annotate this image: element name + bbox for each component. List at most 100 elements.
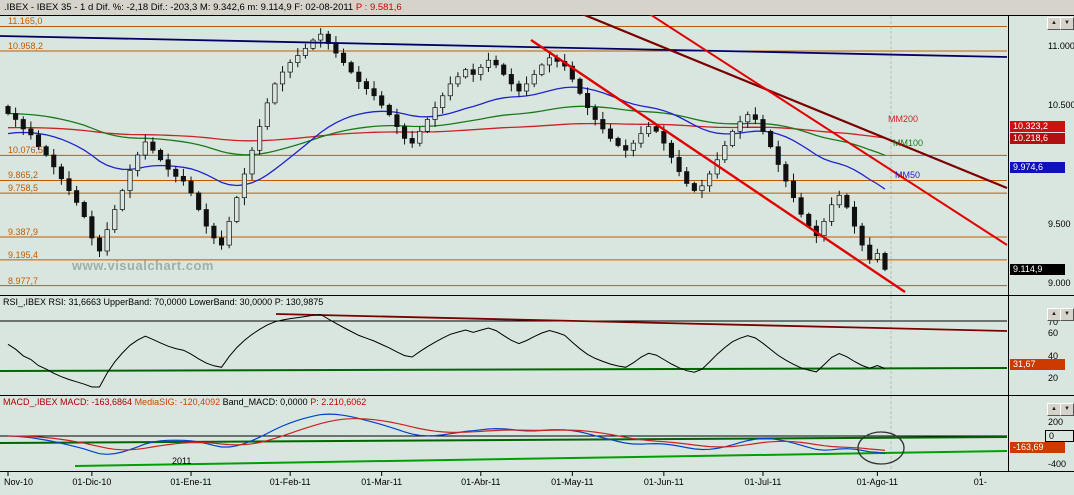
candle-body — [81, 202, 87, 217]
price-level-label: 9.195,4 — [8, 249, 39, 260]
candle-body — [676, 157, 682, 172]
candle-body — [51, 154, 57, 168]
candle-body — [737, 121, 743, 132]
candle-body — [821, 221, 827, 236]
candle-body — [508, 74, 514, 85]
candle-body — [257, 126, 263, 151]
candle-body — [851, 206, 858, 227]
scroll-up-button-rsi[interactable]: ▲ — [1047, 308, 1061, 321]
x-axis-label: 01-Ene-11 — [170, 477, 212, 487]
axis-tick-label: 70 — [1048, 317, 1059, 327]
scroll-up-button-main[interactable]: ▲ — [1047, 17, 1061, 30]
header-segment: P: 130,9875 — [274, 297, 324, 307]
candle-body — [58, 166, 64, 180]
candle-body — [348, 62, 354, 73]
header-segment: P: 2.210,6062 — [310, 397, 367, 407]
rsi-panel-header: RSI_,IBEX RSI: 31,6663 UpperBand: 70,000… — [3, 297, 323, 307]
candle-body — [241, 173, 247, 199]
x-axis-label: 01-Abr-11 — [461, 477, 501, 487]
watermark: www.visualchart.com — [72, 258, 214, 273]
candle-body — [180, 176, 186, 182]
candle-body — [836, 194, 842, 206]
macd-band-line — [0, 436, 1008, 444]
scroll-down-button-rsi[interactable]: ▼ — [1060, 308, 1074, 321]
axis-tick-label: 10.500 — [1048, 100, 1074, 111]
macd-signal-line — [7, 418, 886, 451]
candle-body — [165, 159, 171, 170]
axis-tick-label: 20 — [1048, 372, 1059, 383]
price-value-box: 9.114,9 — [1010, 263, 1065, 275]
candle-body — [638, 133, 644, 144]
candle-body — [119, 190, 125, 210]
candle-body — [409, 138, 415, 144]
candle-body — [691, 183, 697, 191]
candle-body — [798, 197, 804, 215]
axis-tick-label: 40 — [1048, 350, 1059, 361]
candle-body — [485, 59, 491, 68]
red-channel-lower-line — [530, 39, 906, 293]
x-axis-label: 01-Mar-11 — [361, 477, 403, 487]
candlestick-series — [5, 28, 888, 272]
candle-body — [112, 209, 118, 231]
candle-body — [196, 192, 202, 210]
candle-body — [173, 168, 179, 177]
scroll-down-button-macd[interactable]: ▼ — [1060, 403, 1074, 416]
candle-body — [630, 142, 636, 151]
ma-label: MM100 — [893, 138, 924, 148]
candle-body — [28, 128, 34, 136]
candle-body — [287, 62, 293, 73]
price-value-box: 10.218,6 — [1010, 133, 1065, 145]
candle-body — [43, 146, 49, 156]
x-axis-label: 01-May-11 — [551, 477, 594, 487]
red-channel-upper-line — [627, 0, 1008, 246]
candle-body — [89, 216, 95, 239]
maroon-trendline — [547, 0, 1008, 190]
macd-panel-header: MACD_,IBEX MACD: -163,6864 MediaSIG: -12… — [3, 397, 366, 407]
scroll-down-button-main[interactable]: ▼ — [1060, 17, 1074, 30]
candle-body — [844, 194, 850, 208]
scroll-up-button-macd[interactable]: ▲ — [1047, 403, 1061, 416]
candle-body — [150, 141, 156, 151]
price-level-label: 8.977,7 — [8, 275, 39, 286]
candle-body — [104, 229, 110, 252]
candle-body — [699, 185, 705, 191]
candle-body — [745, 114, 751, 123]
candle-body — [302, 48, 308, 56]
price-value-box: 9.974,6 — [1010, 162, 1065, 173]
macd-value-box: -163,69 — [1010, 441, 1065, 453]
header-segment: P : 9.581,6 — [355, 2, 402, 13]
candle-body — [127, 170, 133, 191]
candle-body — [569, 65, 575, 80]
candle-body — [829, 204, 835, 222]
candle-body — [142, 141, 148, 156]
axis-tick-label: 60 — [1048, 328, 1059, 339]
candle-body — [478, 66, 484, 75]
price-level-label: 10.958,2 — [8, 40, 44, 51]
candle-body — [447, 83, 453, 97]
candle-body — [402, 126, 408, 139]
header-segment: .IBEX - IBEX 35 - 1 d — [4, 2, 96, 13]
rsi-value-box: 31,67 — [1010, 359, 1065, 371]
candle-body — [379, 95, 385, 106]
candle-body — [310, 39, 316, 49]
candle-body — [668, 142, 675, 158]
candle-body — [135, 154, 141, 171]
candle-body — [585, 93, 591, 108]
header-segment: Band_MACD: 0,0000 — [222, 397, 311, 407]
highlight-ellipse — [857, 431, 905, 465]
axis-tick-label: 11.000 — [1048, 41, 1074, 51]
candle-body — [577, 78, 583, 94]
x-axis-label: Nov-10 — [4, 477, 34, 487]
candle-body — [615, 138, 621, 146]
candle-body — [623, 145, 629, 151]
axis-tick-label: 9.000 — [1048, 278, 1071, 288]
candle-body — [867, 244, 873, 260]
x-axis-label: 01-Ago-11 — [856, 477, 899, 487]
header-segment: Dif. %: -2,18 Dif.: -203,3 M: 9.342,6 m:… — [95, 2, 356, 13]
candle-body — [653, 126, 659, 132]
candle-body — [600, 119, 606, 130]
candle-body — [440, 95, 446, 108]
candle-body — [531, 74, 537, 85]
candle-body — [5, 106, 11, 114]
